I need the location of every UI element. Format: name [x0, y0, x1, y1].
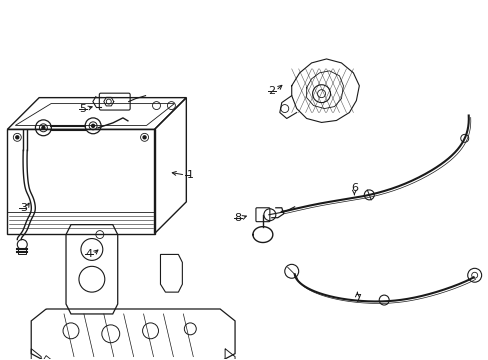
Text: 8: 8 — [234, 213, 241, 223]
Bar — [18, 249, 26, 255]
Text: 6: 6 — [350, 183, 357, 193]
Circle shape — [42, 126, 45, 129]
Text: 3: 3 — [20, 203, 27, 213]
Text: 4: 4 — [85, 249, 92, 260]
Text: 1: 1 — [186, 170, 193, 180]
Text: 7: 7 — [353, 294, 360, 304]
Circle shape — [16, 136, 19, 139]
Text: 5: 5 — [79, 104, 86, 113]
Circle shape — [91, 124, 94, 127]
Text: 2: 2 — [268, 86, 275, 96]
Circle shape — [143, 136, 146, 139]
